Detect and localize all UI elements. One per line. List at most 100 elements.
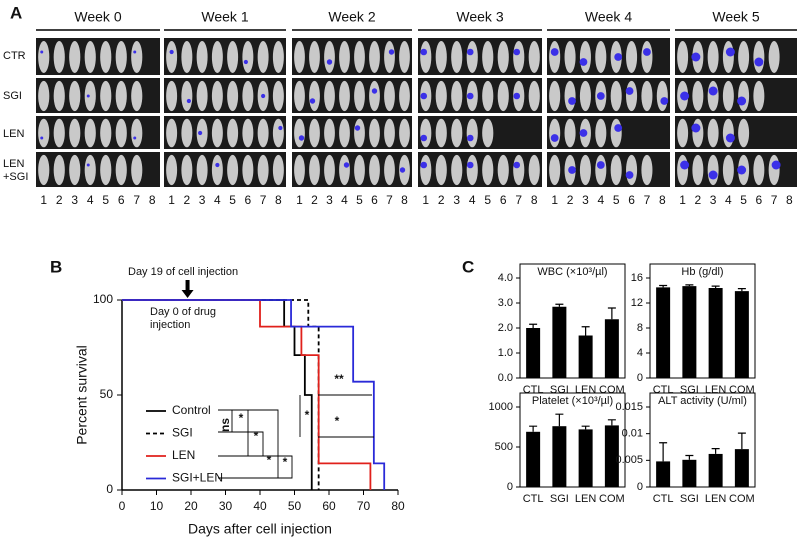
signal-spot xyxy=(596,161,605,169)
signal-spot xyxy=(326,59,333,65)
mouse xyxy=(227,118,239,148)
arrow xyxy=(181,280,194,298)
signal-spot xyxy=(40,136,44,140)
mouse xyxy=(272,80,284,112)
mouse xyxy=(309,80,320,112)
bar xyxy=(604,319,619,378)
x-tick-label: COM xyxy=(599,493,625,505)
signal-spot xyxy=(513,92,521,100)
mouse xyxy=(38,118,50,148)
signal-spot xyxy=(596,92,605,100)
mouse xyxy=(738,41,750,73)
bar xyxy=(734,291,749,378)
mouse-number: 3 xyxy=(71,193,78,207)
mouse xyxy=(692,80,704,112)
x-tick-label: 50 xyxy=(288,499,302,513)
x-tick-label: 10 xyxy=(150,499,164,513)
signal-spot xyxy=(725,133,735,143)
signal-spot xyxy=(420,134,428,142)
mouse-number: 4 xyxy=(469,193,476,207)
mouse xyxy=(610,154,622,186)
mouse xyxy=(369,41,380,73)
signal-spot xyxy=(466,161,474,169)
legend-label: LEN xyxy=(172,448,195,462)
bar xyxy=(578,429,593,487)
mouse xyxy=(242,154,254,186)
mouse xyxy=(482,41,494,73)
significance: * xyxy=(267,453,272,467)
signal-spot xyxy=(568,166,576,174)
x-tick-label: 30 xyxy=(219,499,233,513)
mouse xyxy=(435,118,447,148)
signal-spot xyxy=(420,48,428,56)
x-tick-label: 40 xyxy=(253,499,267,513)
mouse-number: 1 xyxy=(296,193,303,207)
signal-spot xyxy=(198,130,203,136)
mouse xyxy=(309,41,320,73)
mouse xyxy=(595,118,607,148)
error-bar xyxy=(711,448,720,454)
mouse xyxy=(595,41,607,73)
mouse xyxy=(451,41,463,73)
mouse xyxy=(53,80,65,112)
mouse xyxy=(641,41,653,73)
signal-spot xyxy=(614,124,623,132)
mouse-number: 1 xyxy=(679,193,686,207)
signal-spot xyxy=(309,98,316,104)
mouse xyxy=(579,80,591,112)
bar xyxy=(526,328,541,378)
panel-label: A xyxy=(10,3,22,22)
mouse xyxy=(641,80,653,112)
row-label: LEN +SGI xyxy=(3,158,29,183)
mouse-number: 5 xyxy=(613,193,620,207)
bar xyxy=(578,335,593,378)
mouse xyxy=(753,154,765,186)
error-bar xyxy=(659,284,668,288)
x-tick-label: LEN xyxy=(575,493,596,505)
y-tick-label: 1000 xyxy=(489,401,513,413)
bar xyxy=(708,453,723,487)
week-label: Week 5 xyxy=(712,9,759,25)
signal-spot xyxy=(550,48,559,56)
mouse xyxy=(257,118,269,148)
mouse xyxy=(227,80,239,112)
mouse-number: 3 xyxy=(326,193,333,207)
mouse-number: 8 xyxy=(401,193,408,207)
bracket xyxy=(218,455,293,479)
x-tick-label: 80 xyxy=(391,499,405,513)
mouse xyxy=(242,118,254,148)
x-tick-label: CTL xyxy=(653,493,674,505)
mouse xyxy=(626,80,638,112)
mouse-number: 7 xyxy=(771,193,778,207)
mouse xyxy=(707,41,719,73)
signal-spot xyxy=(466,92,474,100)
mouse-number: 1 xyxy=(168,193,175,207)
mouse xyxy=(242,80,254,112)
mouse xyxy=(354,80,365,112)
mouse xyxy=(497,154,509,186)
mouse-number: 6 xyxy=(500,193,507,207)
mouse-number: 5 xyxy=(356,193,363,207)
signal-spot xyxy=(40,50,44,54)
mouse xyxy=(466,154,478,186)
mouse xyxy=(69,41,81,73)
mouse xyxy=(768,154,780,186)
y-tick-label: 16 xyxy=(631,272,643,284)
signal-spot xyxy=(466,134,474,142)
mouse xyxy=(69,154,81,186)
mouse xyxy=(420,41,432,73)
mouse xyxy=(528,41,540,73)
mouse xyxy=(384,154,395,186)
mouse xyxy=(69,80,81,112)
mouse xyxy=(656,80,668,112)
mouse xyxy=(257,154,269,186)
error-bar xyxy=(529,323,538,328)
mouse xyxy=(564,41,576,73)
mouse-number: 8 xyxy=(149,193,156,207)
mouse xyxy=(115,118,127,148)
mouse xyxy=(294,80,305,112)
mouse xyxy=(53,118,65,148)
y-axis-label: Percent survival xyxy=(74,345,90,445)
mouse xyxy=(354,154,365,186)
